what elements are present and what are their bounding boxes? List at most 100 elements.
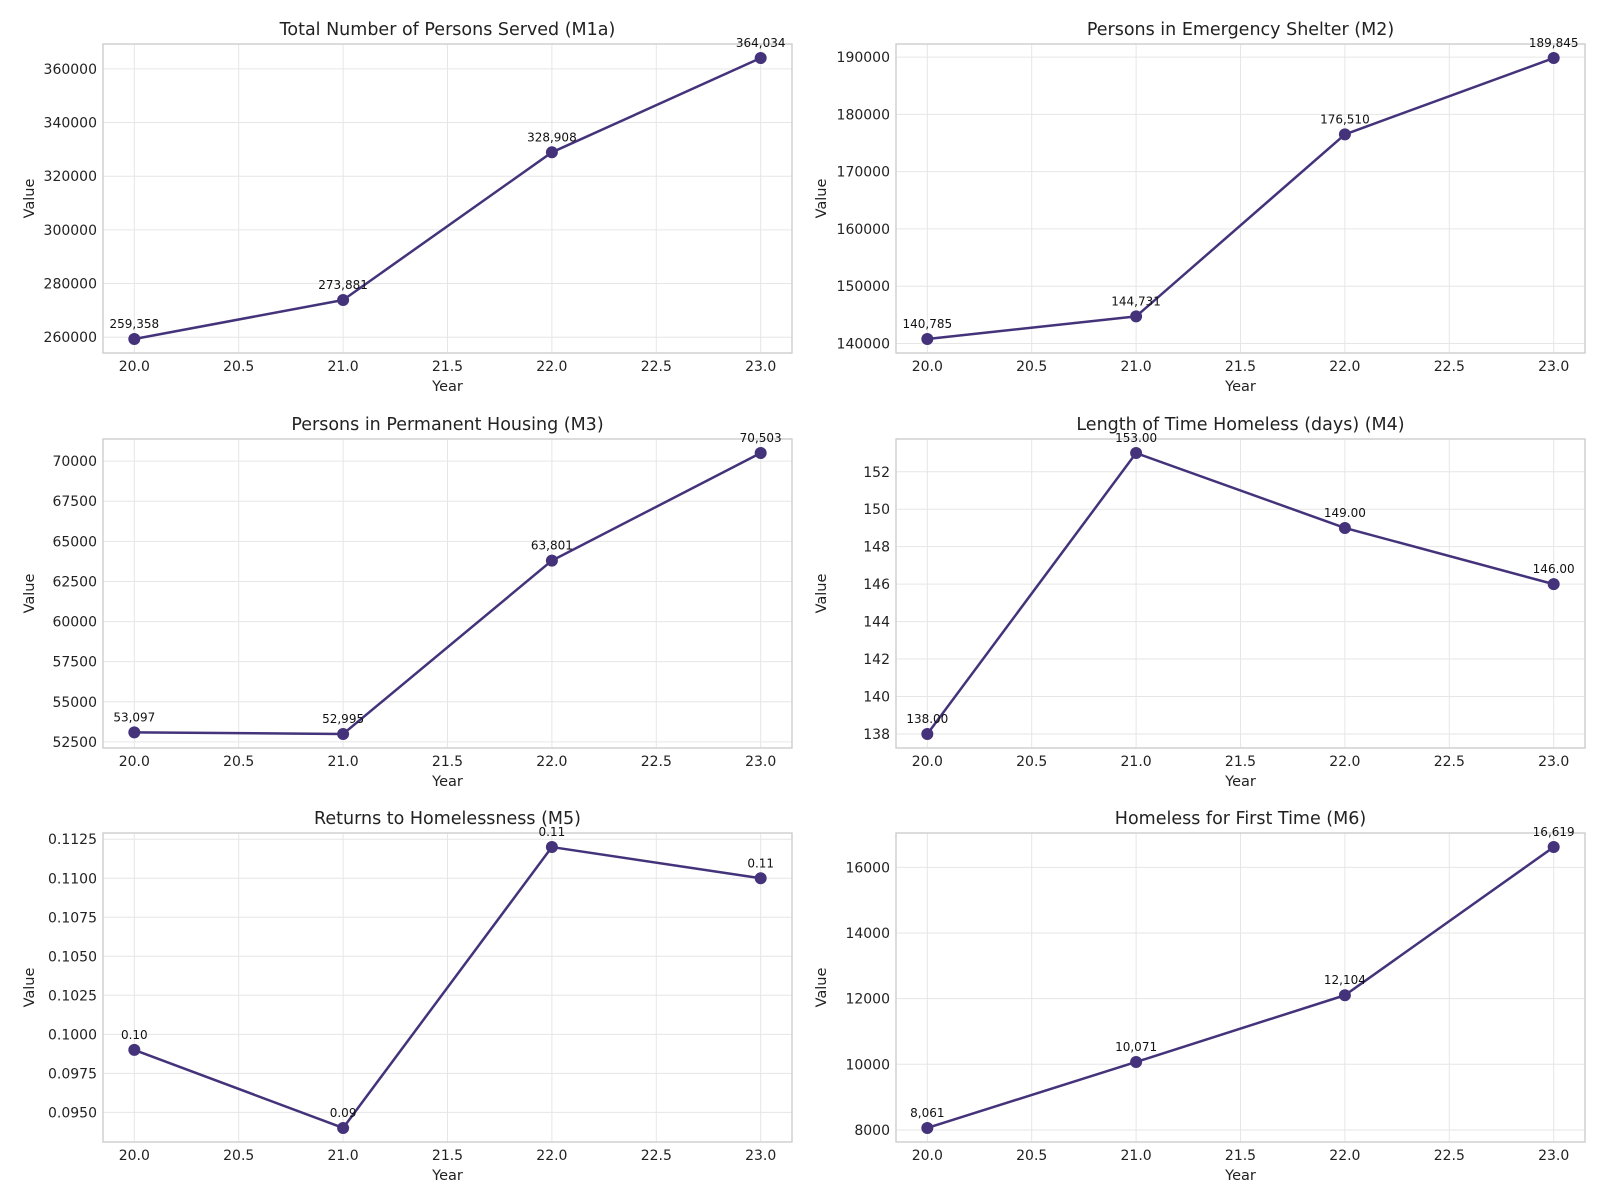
x-tick-label: 23.0 xyxy=(1538,754,1569,770)
y-tick-label: 0.1075 xyxy=(48,910,97,926)
x-tick-label: 21.0 xyxy=(328,1148,359,1164)
x-tick-label: 21.5 xyxy=(1225,1148,1256,1164)
series-line xyxy=(926,451,1555,735)
chart-panel-5: 20.0 20.5 21.0 21.5 22.0 22.5 23.0 0.0950 0.0975… xyxy=(22,809,793,1184)
panel-title: Persons in Permanent Housing (M3) xyxy=(291,415,603,435)
x-tick-label: 21.5 xyxy=(432,754,463,770)
y-tick-label: 138 xyxy=(863,727,890,743)
x-tick-label: 21.0 xyxy=(1121,1148,1152,1164)
x-axis-label: Year xyxy=(1224,1168,1256,1184)
x-tick-label: 22.0 xyxy=(1329,1148,1360,1164)
data-point xyxy=(1547,841,1560,854)
y-tick-label: 0.0975 xyxy=(48,1066,97,1082)
data-point xyxy=(337,1121,350,1134)
y-tick-label: 67500 xyxy=(52,494,97,510)
x-tick-label: 20.5 xyxy=(1016,359,1047,375)
data-label: 273,881 xyxy=(318,278,368,292)
y-tick-label: 52500 xyxy=(52,735,97,751)
y-tick-label: 0.1050 xyxy=(48,949,97,965)
data-point xyxy=(1338,128,1351,141)
data-point xyxy=(545,554,558,567)
y-tick-label: 65000 xyxy=(52,534,97,550)
y-tick-label: 12000 xyxy=(845,992,890,1008)
data-point xyxy=(545,841,558,854)
data-label: 144,731 xyxy=(1111,294,1161,308)
y-tick-label: 57500 xyxy=(52,655,97,671)
y-tick-label: 152 xyxy=(863,465,890,481)
series-line xyxy=(926,846,1555,1130)
chart-panel-6: 20.0 20.5 21.0 21.5 22.0 22.5 23.0 8000 10000 120… xyxy=(814,809,1586,1184)
x-tick-label: 21.5 xyxy=(432,1148,463,1164)
data-label: 8,061 xyxy=(910,1106,944,1120)
y-axis-label: Value xyxy=(814,968,830,1008)
panel-title: Homeless for First Time (M6) xyxy=(1115,809,1366,829)
x-tick-label: 20.5 xyxy=(223,359,254,375)
panel-title: Returns to Homelessness (M5) xyxy=(314,809,581,829)
x-axis-label: Year xyxy=(1224,774,1256,790)
x-tick-label: 22.5 xyxy=(641,359,672,375)
x-tick-label: 22.0 xyxy=(536,754,567,770)
y-tick-label: 300000 xyxy=(44,223,97,239)
data-label: 149.00 xyxy=(1324,506,1366,520)
data-point xyxy=(921,1121,934,1134)
plot-frame xyxy=(102,438,793,749)
x-tick-label: 21.0 xyxy=(328,754,359,770)
y-tick-label: 340000 xyxy=(44,116,97,132)
plot-frame xyxy=(895,43,1586,354)
data-point xyxy=(128,332,141,345)
x-tick-label: 23.0 xyxy=(745,754,776,770)
data-point xyxy=(128,726,141,739)
data-label: 63,801 xyxy=(531,539,573,553)
data-point xyxy=(921,727,934,740)
data-point xyxy=(1338,521,1351,534)
data-label: 70,503 xyxy=(740,431,782,445)
x-tick-label: 20.0 xyxy=(119,754,150,770)
data-point xyxy=(754,872,767,885)
y-tick-label: 62500 xyxy=(52,574,97,590)
chart-panel-1: 20.0 20.5 21.0 21.5 22.0 22.5 23.0 260000 280000… xyxy=(22,20,793,395)
data-point xyxy=(1338,989,1351,1002)
x-tick-label: 20.5 xyxy=(223,1148,254,1164)
data-label: 0.09 xyxy=(330,1106,357,1120)
y-axis-label: Value xyxy=(22,968,38,1008)
x-tick-label: 22.0 xyxy=(1329,359,1360,375)
data-label: 16,619 xyxy=(1533,825,1575,839)
data-point xyxy=(754,447,767,460)
x-tick-label: 20.0 xyxy=(912,754,943,770)
y-tick-label: 0.1125 xyxy=(48,832,97,848)
y-tick-label: 160000 xyxy=(837,222,890,238)
data-label: 0.11 xyxy=(747,856,774,870)
x-tick-label: 22.0 xyxy=(1329,754,1360,770)
y-tick-label: 150 xyxy=(863,502,890,518)
data-label: 146.00 xyxy=(1533,562,1575,576)
data-label: 140,785 xyxy=(903,317,953,331)
x-tick-label: 20.0 xyxy=(912,359,943,375)
y-tick-label: 144 xyxy=(863,615,890,631)
data-point xyxy=(337,293,350,306)
x-axis-label: Year xyxy=(1224,379,1256,395)
data-label: 52,995 xyxy=(322,712,364,726)
x-tick-label: 20.0 xyxy=(119,1148,150,1164)
plot-frame xyxy=(895,438,1586,749)
chart-panel-4: 20.0 20.5 21.0 21.5 22.0 22.5 23.0 138 140 142 144… xyxy=(814,415,1586,790)
x-tick-label: 21.0 xyxy=(328,359,359,375)
panel-title: Total Number of Persons Served (M1a) xyxy=(279,20,616,40)
data-label: 0.11 xyxy=(539,825,566,839)
x-tick-label: 20.0 xyxy=(119,359,150,375)
y-tick-label: 180000 xyxy=(837,107,890,123)
data-point xyxy=(128,1043,141,1056)
x-tick-label: 22.0 xyxy=(536,1148,567,1164)
x-tick-label: 21.5 xyxy=(1225,359,1256,375)
y-tick-label: 150000 xyxy=(837,279,890,295)
data-label: 328,908 xyxy=(527,130,577,144)
y-tick-label: 14000 xyxy=(845,926,890,942)
data-label: 10,071 xyxy=(1115,1040,1157,1054)
y-tick-label: 60000 xyxy=(52,615,97,631)
series-line xyxy=(133,845,761,1130)
data-point xyxy=(1130,310,1143,323)
y-tick-label: 55000 xyxy=(52,695,97,711)
x-tick-label: 23.0 xyxy=(1538,359,1569,375)
y-axis-label: Value xyxy=(22,574,38,614)
plot-frame xyxy=(895,832,1586,1143)
